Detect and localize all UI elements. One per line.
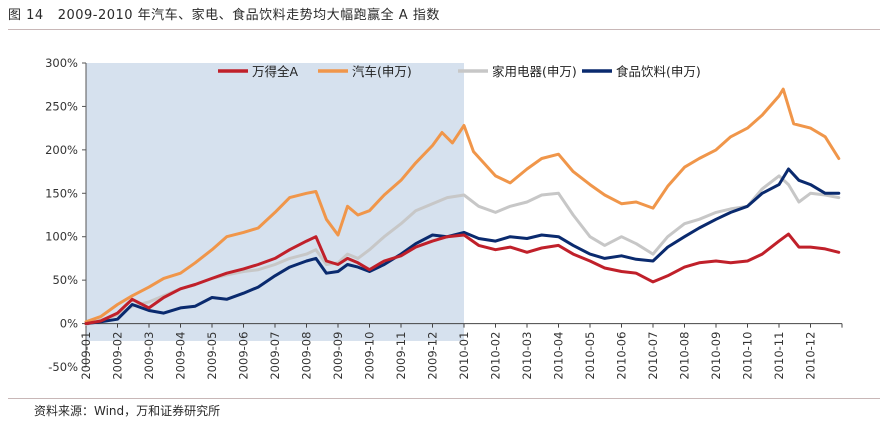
x-tick-label: 2010-10 [741,332,755,380]
y-tick-label: 0% [60,317,78,331]
x-tick-label: 2009-04 [174,332,188,380]
title-rule [8,29,880,30]
x-tick-label: 2009-02 [111,332,125,380]
y-tick-label: 100% [45,230,78,244]
y-tick-label: 300% [45,56,78,70]
x-tick-label: 2009-10 [363,332,377,380]
x-tick-label: 2009-12 [426,332,440,380]
figure-title: 图 14 2009-2010 年汽车、家电、食品饮料走势均大幅跑赢全 A 指数 [8,4,440,23]
source-note: 资料来源：Wind，万和证券研究所 [34,404,221,418]
x-tick-label: 2010-07 [646,332,660,380]
x-tick-label: 2010-11 [772,332,786,380]
y-tick-label: 50% [52,273,78,287]
x-tick-label: 2009-03 [142,332,156,380]
x-tick-label: 2009-06 [237,332,251,380]
y-tick-label: 200% [45,143,78,157]
legend-label: 汽车(申万) [352,64,412,79]
x-tick-label: 2010-08 [678,332,692,380]
x-tick-label: 2010-06 [615,332,629,380]
legend-label: 家用电器(申万) [492,64,577,79]
y-tick-label: 250% [45,99,78,113]
x-tick-label: 2009-11 [394,332,408,380]
x-tick-label: 2009-01 [79,332,93,380]
x-tick-label: 2010-04 [552,332,566,380]
x-tick-label: 2009-09 [331,332,345,380]
x-tick-label: 2010-05 [583,332,597,380]
x-tick-label: 2010-03 [520,332,534,380]
legend-label: 万得全A [252,64,299,79]
figure-number: 图 14 [8,8,44,23]
x-tick-label: 2010-09 [709,332,723,380]
x-tick-label: 2009-08 [300,332,314,380]
y-tick-label: -50% [48,360,78,374]
x-tick-label: 2010-12 [804,332,818,380]
figure-title-text: 2009-2010 年汽车、家电、食品饮料走势均大幅跑赢全 A 指数 [57,8,440,23]
series-line [84,87,841,324]
x-tick-label: 2009-07 [268,332,282,380]
legend-label: 食品饮料(申万) [616,64,701,79]
x-tick-label: 2010-02 [489,332,503,380]
series-line [84,232,841,326]
source-rule [8,398,880,399]
highlight-band [86,63,464,341]
x-tick-label: 2010-01 [457,332,471,380]
x-tick-label: 2009-05 [205,332,219,380]
y-tick-label: 150% [45,186,78,200]
